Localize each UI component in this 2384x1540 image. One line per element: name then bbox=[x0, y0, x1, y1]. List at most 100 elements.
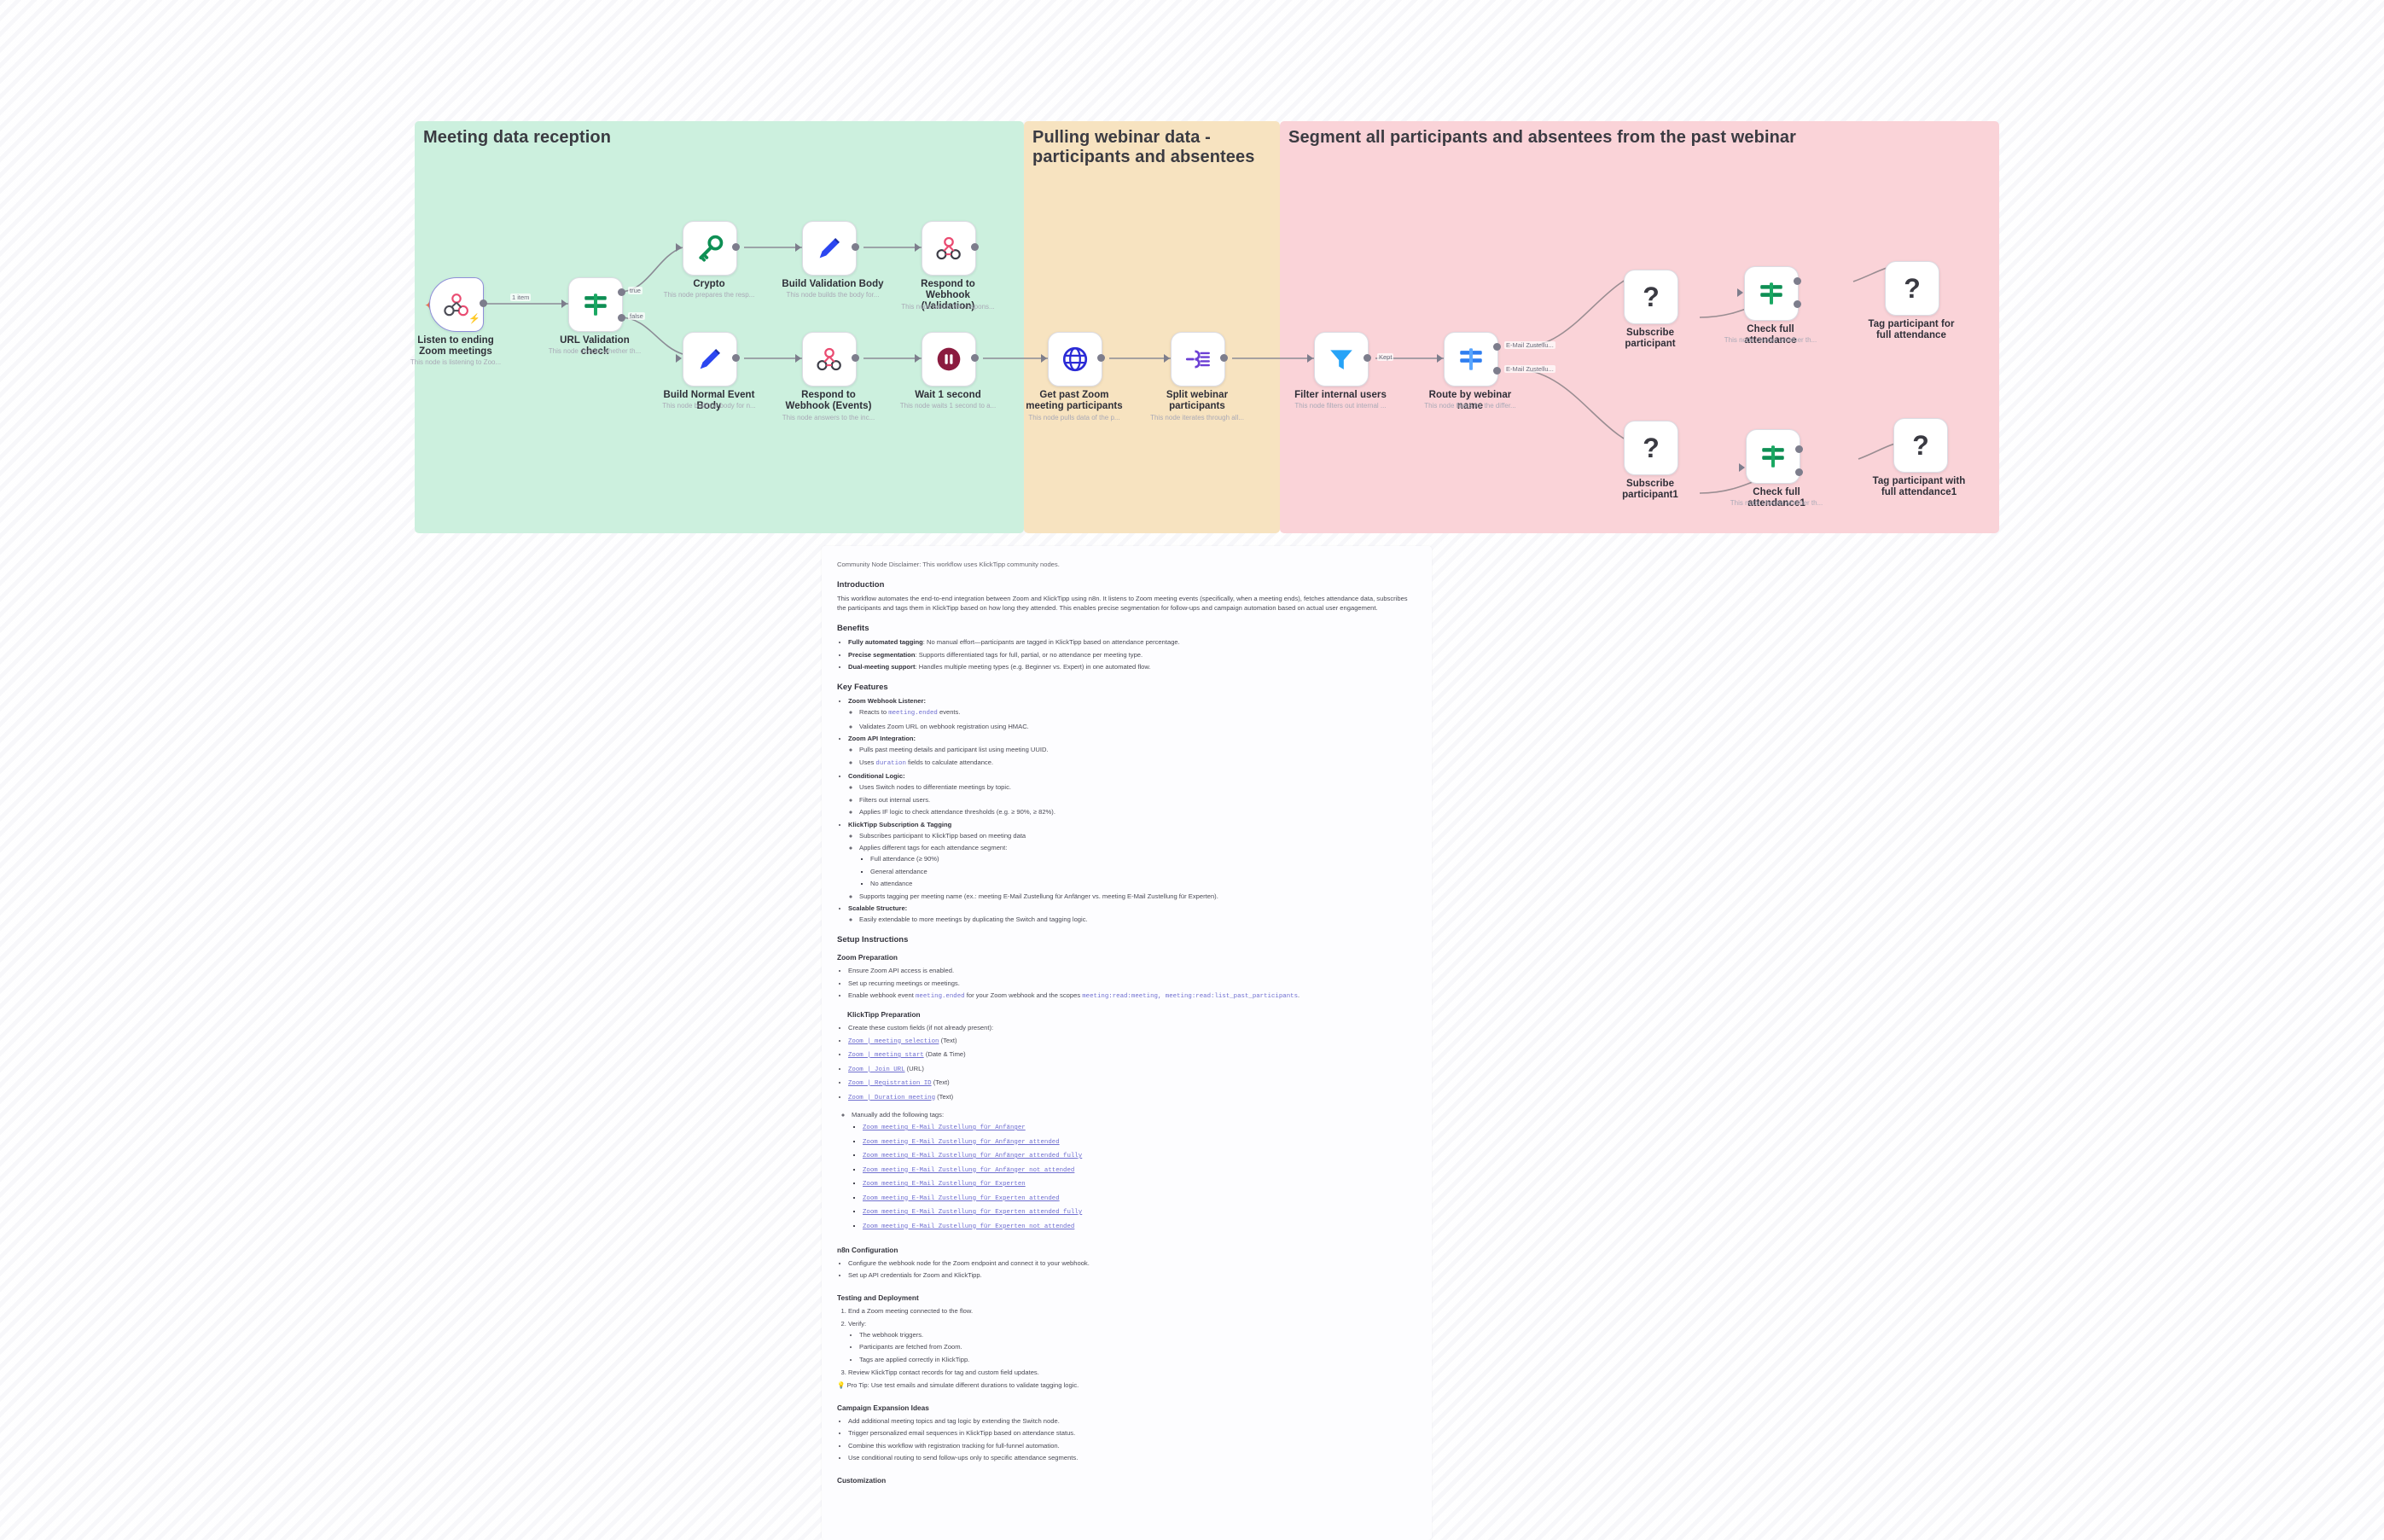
edit-pencil-icon bbox=[700, 349, 720, 369]
node-label-build-validation-body: Build Validation Body bbox=[782, 279, 884, 289]
node-output-dot[interactable] bbox=[852, 354, 859, 362]
n8n-configuration-list: Configure the webhook node for the Zoom … bbox=[837, 1258, 1416, 1281]
sticky-panel-pulling-webinar-data[interactable] bbox=[1024, 121, 1280, 533]
introduction-text: This workflow automates the end-to-end i… bbox=[837, 595, 1408, 612]
node-input-arrow bbox=[676, 354, 682, 363]
feature-sublist: Easily extendable to more meetings by du… bbox=[848, 915, 1416, 924]
list-item: Zoom | Duration meeting (Text) bbox=[848, 1092, 1416, 1103]
sticky-panel-meeting-data-reception[interactable] bbox=[415, 121, 1024, 533]
node-output-dot[interactable] bbox=[480, 299, 487, 307]
node-build-validation-body[interactable] bbox=[802, 221, 857, 276]
node-sub-crypto: This node prepares the resp... bbox=[663, 291, 755, 299]
node-tag-participant-with-full-attendance1[interactable]: ? bbox=[1893, 418, 1948, 473]
verify-sublist: The webhook triggers. Participants are f… bbox=[848, 1330, 1416, 1364]
switch-icon bbox=[584, 293, 607, 316]
node-label-url-validation-check: URL Validation check bbox=[560, 335, 630, 357]
t: Uses bbox=[859, 758, 876, 766]
list-item: Supports tagging per meeting name (ex.: … bbox=[859, 892, 1416, 901]
node-sub-build-validation-body: This node builds the body for... bbox=[786, 291, 880, 299]
t: Subscribes participant to KlickTipp base… bbox=[859, 831, 1026, 840]
node-sub-get-past-zoom-meeting-participants: This node pulls data of the p... bbox=[1028, 414, 1120, 421]
list-item: Reacts to meeting.ended events. bbox=[859, 707, 1416, 718]
node-subscribe-participant[interactable]: ? bbox=[1624, 270, 1678, 324]
node-get-past-zoom-meeting-participants[interactable] bbox=[1048, 332, 1102, 386]
node-build-normal-event-body[interactable] bbox=[683, 332, 737, 386]
node-tag-participant-for-full-attendance[interactable]: ? bbox=[1885, 261, 1939, 316]
node-output-dot[interactable] bbox=[971, 243, 979, 251]
question-mark-icon: ? bbox=[1643, 433, 1660, 463]
panel-title-1: Meeting data reception bbox=[423, 128, 612, 147]
list-item: Scalable Structure: Easily extendable to… bbox=[848, 904, 1416, 924]
t: (Text) bbox=[935, 1092, 954, 1101]
list-item: Zoom meeting E-Mail Zustellung für Anfän… bbox=[863, 1150, 1416, 1161]
connection-label-false: false bbox=[628, 312, 645, 320]
node-sub-build-normal-event-body: This node builds a body for n... bbox=[662, 402, 756, 410]
custom-field-name: Zoom | meeting start bbox=[848, 1052, 924, 1059]
attendance-segment-list: Full attendance (≥ 90%) General attendan… bbox=[859, 854, 1416, 888]
node-output-dot-false[interactable] bbox=[618, 314, 625, 322]
t: Verify: bbox=[848, 1319, 867, 1328]
feature-sublist: Uses Switch nodes to differentiate meeti… bbox=[848, 782, 1416, 816]
node-output-dot-2[interactable] bbox=[1795, 468, 1803, 476]
node-split-webinar-participants[interactable] bbox=[1171, 332, 1225, 386]
heading-campaign-expansion-ideas: Campaign Expansion Ideas bbox=[837, 1403, 929, 1412]
t: Ensure Zoom API access is enabled. bbox=[848, 967, 955, 974]
node-respond-to-webhook-events[interactable] bbox=[802, 332, 857, 386]
node-crypto[interactable] bbox=[683, 221, 737, 276]
node-output-dot[interactable] bbox=[732, 243, 740, 251]
list-item: Applies IF logic to check attendance thr… bbox=[859, 807, 1416, 816]
n8n-webhook-icon bbox=[936, 236, 961, 260]
list-item: No attendance bbox=[870, 879, 1416, 888]
t: for your Zoom webhook and the scopes bbox=[964, 991, 1083, 999]
list-item: The webhook triggers. bbox=[859, 1330, 1416, 1340]
node-check-full-attendance[interactable] bbox=[1744, 266, 1799, 321]
node-output-dot[interactable] bbox=[1220, 354, 1228, 362]
globe-icon bbox=[1062, 346, 1088, 372]
node-output-dot-true[interactable] bbox=[618, 288, 625, 296]
list-item: End a Zoom meeting connected to the flow… bbox=[848, 1306, 1416, 1316]
node-input-arrow bbox=[676, 243, 682, 252]
node-output-dot[interactable] bbox=[852, 243, 859, 251]
node-input-arrow bbox=[561, 299, 567, 308]
zoom-preparation-list: Ensure Zoom API access is enabled. Set u… bbox=[837, 966, 1416, 1002]
node-subscribe-participant1[interactable]: ? bbox=[1624, 421, 1678, 475]
node-label-tag-participant-for-full-attendance: Tag participant for full attendance bbox=[1868, 319, 1955, 340]
node-sub-respond-to-webhook-validation: This node sends the respons... bbox=[901, 303, 995, 311]
node-filter-internal-users[interactable] bbox=[1314, 332, 1369, 386]
heading-customization: Customization bbox=[837, 1476, 887, 1485]
feature-title: Zoom API Integration: bbox=[848, 735, 916, 742]
node-sub-wait-1-second: This node waits 1 second to a... bbox=[899, 402, 997, 410]
node-output-dot-1[interactable] bbox=[1795, 445, 1803, 453]
node-input-arrow bbox=[915, 243, 921, 252]
node-input-arrow bbox=[1307, 354, 1313, 363]
node-check-full-attendance1[interactable] bbox=[1746, 429, 1800, 484]
node-url-validation-check[interactable] bbox=[568, 277, 623, 332]
benefits-list: Fully automated tagging: No manual effor… bbox=[837, 637, 1416, 671]
node-listen-to-ending-zoom-meetings[interactable] bbox=[429, 277, 484, 332]
list-item: Zoom | Join URL (URL) bbox=[848, 1064, 1416, 1075]
node-output-dot-1[interactable] bbox=[1794, 277, 1801, 285]
list-item: Uses Switch nodes to differentiate meeti… bbox=[859, 782, 1416, 792]
node-output-dot[interactable] bbox=[1364, 354, 1371, 362]
node-output-dot-2[interactable] bbox=[1794, 300, 1801, 308]
node-output-dot-route-2[interactable] bbox=[1493, 367, 1501, 375]
heading-introduction: Introduction bbox=[837, 580, 885, 590]
node-output-dot-route-1[interactable] bbox=[1493, 343, 1501, 351]
node-route-by-webinar-name[interactable] bbox=[1444, 332, 1498, 386]
list-item: Zoom meeting E-Mail Zustellung für Anfän… bbox=[863, 1165, 1416, 1176]
node-label-tag-participant-with-full-attendance1: Tag participant with full attendance1 bbox=[1872, 476, 1966, 497]
question-mark-icon: ? bbox=[1904, 273, 1921, 304]
node-output-dot[interactable] bbox=[1097, 354, 1105, 362]
node-output-dot[interactable] bbox=[732, 354, 740, 362]
t: (URL) bbox=[904, 1064, 924, 1072]
custom-field-name: Zoom | Join URL bbox=[848, 1066, 905, 1073]
edit-pencil-icon bbox=[819, 238, 840, 259]
node-output-dot[interactable] bbox=[971, 354, 979, 362]
t: Uses Switch nodes to differentiate meeti… bbox=[859, 783, 1011, 791]
list-item: Zoom meeting E-Mail Zustellung für Exper… bbox=[863, 1221, 1416, 1232]
node-respond-to-webhook-validation[interactable] bbox=[922, 221, 976, 276]
documentation-sticky-note[interactable]: Community Node Disclaimer: This workflow… bbox=[822, 546, 1432, 1540]
node-wait-1-second[interactable] bbox=[922, 332, 976, 386]
list-item: Full attendance (≥ 90%) bbox=[870, 854, 1416, 863]
